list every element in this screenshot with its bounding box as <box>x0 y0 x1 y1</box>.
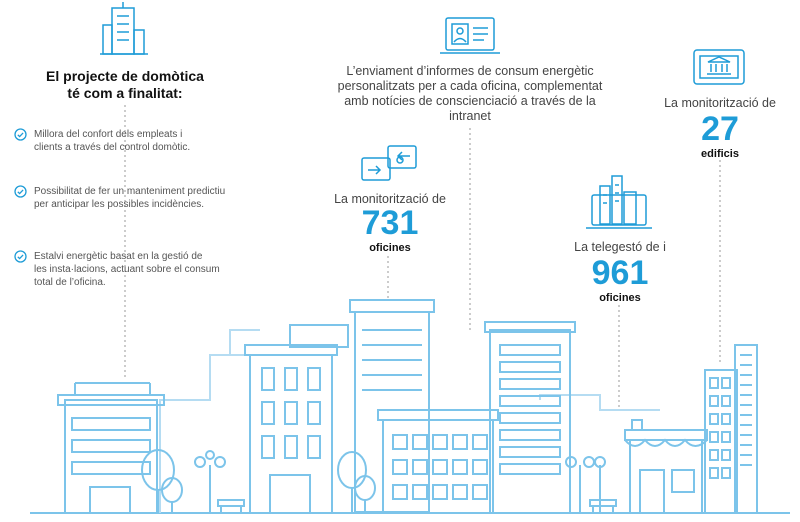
stat-offices-number: 731 <box>361 204 419 242</box>
bullet-line: total de l’oficina. <box>34 277 106 288</box>
bullet-text: Possibilitat de fer un manteniment predi… <box>34 185 264 211</box>
intro-heading-line1: El projecte de domòtica <box>46 68 204 84</box>
stat-offices-unit: oficines <box>369 242 411 254</box>
connector-lines <box>124 105 721 408</box>
monitor-report-icon <box>440 17 500 54</box>
reports-line: L’enviament d’informes de consum energèt… <box>346 64 594 78</box>
intro-heading: El projecte de domòtica té com a finalit… <box>10 68 240 102</box>
building-2 <box>244 344 338 514</box>
switch-arrows-icon <box>361 145 417 181</box>
bullet-line: les insta·lacions, actuant sobre el cons… <box>34 264 220 275</box>
stat-telemanaged-number: 961 <box>591 254 649 292</box>
intro-heading-line2: té com a finalitat: <box>67 85 183 101</box>
bullet-line: Possibilitat de fer un manteniment predi… <box>34 186 226 197</box>
bullet-line: Estalvi energètic basat en la gestió de <box>34 251 203 262</box>
city-laptop-icon <box>586 175 652 229</box>
skyline-back <box>159 354 245 513</box>
check-circle-icon <box>14 128 27 141</box>
bullet-item: Millora del confort dels empleats i clien… <box>14 128 264 154</box>
bullet-text: Estalvi energètic basat en la gestió de l… <box>34 250 264 289</box>
stat-telemanaged-unit: oficines <box>599 292 641 304</box>
bullet-line: Millora del confort dels empleats i <box>34 129 183 140</box>
stat-telemanaged-label: La telegestó de i <box>574 240 666 254</box>
building-left <box>57 382 165 514</box>
reports-line: amb notícies de conscienciació a través … <box>344 94 596 108</box>
reports-line: personalitzats per a cada oficina, compl… <box>337 79 603 93</box>
check-circle-icon <box>14 185 27 198</box>
building-4 <box>377 409 499 514</box>
building-3 <box>289 299 435 513</box>
stat-buildings-number: 27 <box>701 110 739 148</box>
bullet-text: Millora del confort dels empleats i clien… <box>34 128 264 154</box>
check-circle-icon <box>14 250 27 263</box>
stat-offices-label: La monitorització de <box>334 192 446 206</box>
bullet-item: Possibilitat de fer un manteniment predi… <box>14 185 264 211</box>
bullet-line: clients a través del control domòtic. <box>34 142 191 153</box>
stat-buildings-label: La monitorització de <box>664 96 776 110</box>
bullet-item: Estalvi energètic basat en la gestió de l… <box>14 250 264 289</box>
bullet-line: per anticipar les possibles incidències. <box>34 199 205 210</box>
reports-description: L’enviament d’informes de consum energèt… <box>300 64 640 124</box>
reports-line: intranet <box>449 109 491 123</box>
building-shop <box>624 419 708 514</box>
building-icon <box>100 2 148 55</box>
street-furniture <box>141 449 617 513</box>
bank-tablet-icon <box>693 49 745 85</box>
building-right <box>704 344 758 514</box>
building-5 <box>484 321 576 514</box>
stat-buildings-unit: edificis <box>701 148 739 160</box>
